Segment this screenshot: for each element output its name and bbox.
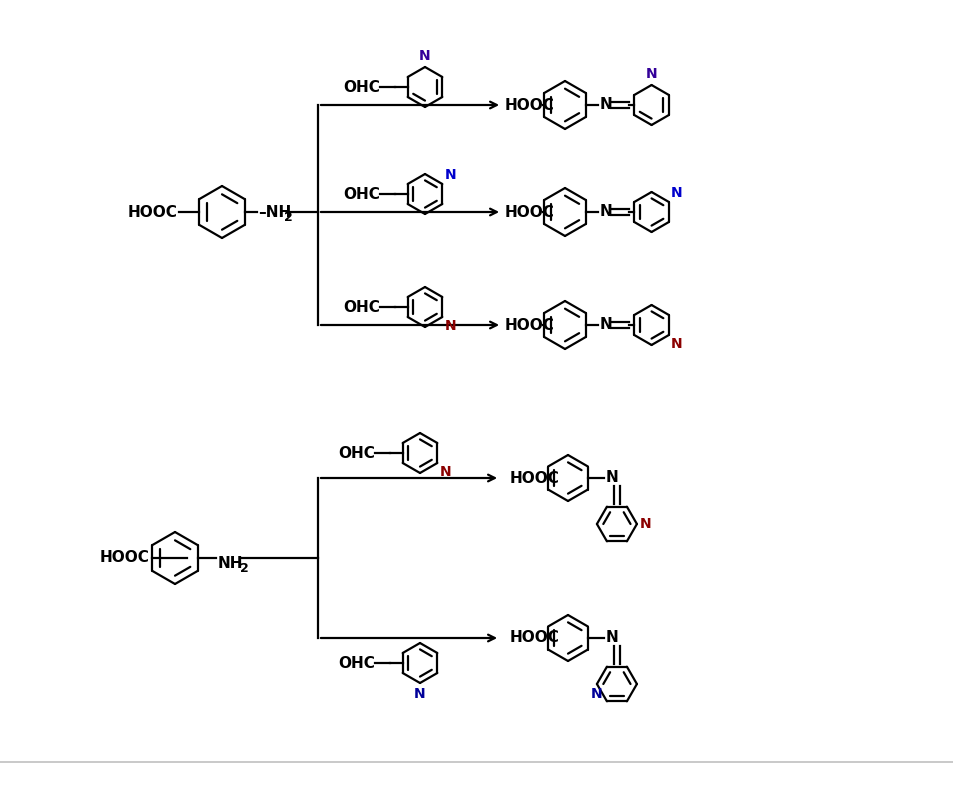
Text: 2: 2: [283, 211, 292, 223]
Text: OHC: OHC: [337, 656, 375, 671]
Text: NH: NH: [217, 556, 243, 571]
Text: N: N: [605, 469, 618, 484]
Text: –NH: –NH: [258, 204, 292, 219]
Text: N: N: [599, 204, 612, 219]
Text: HOOC: HOOC: [504, 204, 555, 219]
Text: N: N: [605, 630, 618, 645]
Text: N: N: [439, 465, 451, 479]
Text: N: N: [414, 687, 425, 701]
Text: OHC: OHC: [343, 80, 379, 95]
Text: HOOC: HOOC: [510, 630, 559, 645]
Text: N: N: [444, 319, 456, 333]
Text: N: N: [670, 186, 681, 200]
Text: N: N: [444, 168, 456, 182]
Text: OHC: OHC: [337, 446, 375, 461]
Text: HOOC: HOOC: [128, 204, 177, 219]
Text: OHC: OHC: [343, 300, 379, 315]
Text: N: N: [591, 687, 602, 701]
Text: HOOC: HOOC: [99, 551, 150, 566]
Text: HOOC: HOOC: [510, 470, 559, 485]
Text: N: N: [639, 517, 651, 531]
Text: 2: 2: [239, 563, 248, 575]
Text: N: N: [599, 316, 612, 331]
Text: N: N: [670, 337, 681, 351]
Text: N: N: [599, 96, 612, 111]
Text: HOOC: HOOC: [504, 317, 555, 332]
Text: N: N: [645, 67, 657, 81]
Text: OHC: OHC: [343, 186, 379, 201]
Text: HOOC: HOOC: [504, 98, 555, 113]
Text: N: N: [418, 49, 431, 63]
